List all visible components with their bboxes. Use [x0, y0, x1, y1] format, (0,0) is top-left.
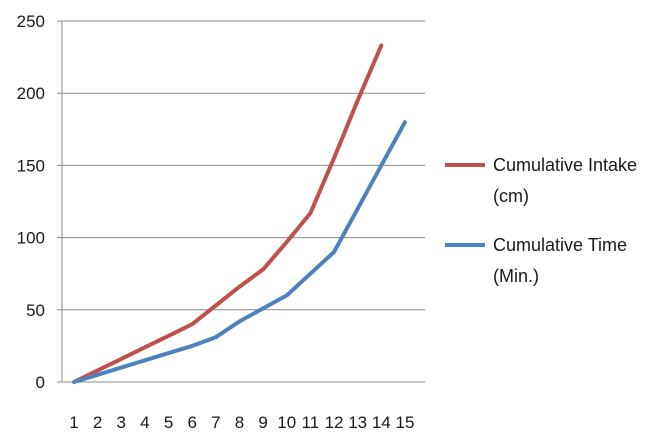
- legend-swatch-time: [445, 243, 485, 247]
- x-tick-label-11: 11: [302, 413, 320, 432]
- x-tick-label-15: 15: [395, 413, 414, 432]
- x-axis-ticks: 1 2 3 4 5 6 7 8 9 10 11 12 13 14 15: [69, 413, 414, 432]
- y-tick-label-150: 150: [17, 156, 45, 175]
- gridlines: [62, 20, 425, 311]
- x-tick-label-10: 10: [277, 413, 296, 432]
- series-line-1: [72, 120, 407, 384]
- y-axis-ticks: 0 50 100 150 200 250: [17, 12, 62, 392]
- y-tick-label-50: 50: [26, 301, 45, 320]
- y-tick-label-200: 200: [17, 84, 45, 103]
- x-tick-label-4: 4: [140, 413, 149, 432]
- x-tick-label-13: 13: [348, 413, 367, 432]
- legend-swatch-intake: [445, 163, 485, 167]
- y-tick-label-0: 0: [36, 373, 45, 392]
- x-tick-label-6: 6: [187, 413, 196, 432]
- legend: Cumulative Intake (cm) Cumulative Time (…: [445, 150, 650, 310]
- x-tick-label-2: 2: [93, 413, 102, 432]
- series-line-0: [72, 43, 384, 384]
- legend-entry-intake: Cumulative Intake (cm): [445, 150, 650, 212]
- y-tick-label-250: 250: [17, 12, 45, 31]
- axes: [61, 21, 425, 383]
- x-tick-label-5: 5: [164, 413, 173, 432]
- x-tick-label-9: 9: [258, 413, 267, 432]
- y-tick-label-100: 100: [17, 229, 45, 248]
- series-lines: [72, 43, 407, 384]
- x-tick-label-7: 7: [211, 413, 220, 432]
- x-tick-label-12: 12: [325, 413, 344, 432]
- x-tick-label-8: 8: [235, 413, 244, 432]
- x-tick-label-1: 1: [69, 413, 78, 432]
- legend-label-intake: Cumulative Intake (cm): [493, 155, 638, 206]
- legend-entry-time: Cumulative Time (Min.): [445, 230, 650, 292]
- x-tick-label-3: 3: [117, 413, 126, 432]
- x-tick-label-14: 14: [372, 413, 391, 432]
- legend-label-time: Cumulative Time (Min.): [493, 235, 628, 286]
